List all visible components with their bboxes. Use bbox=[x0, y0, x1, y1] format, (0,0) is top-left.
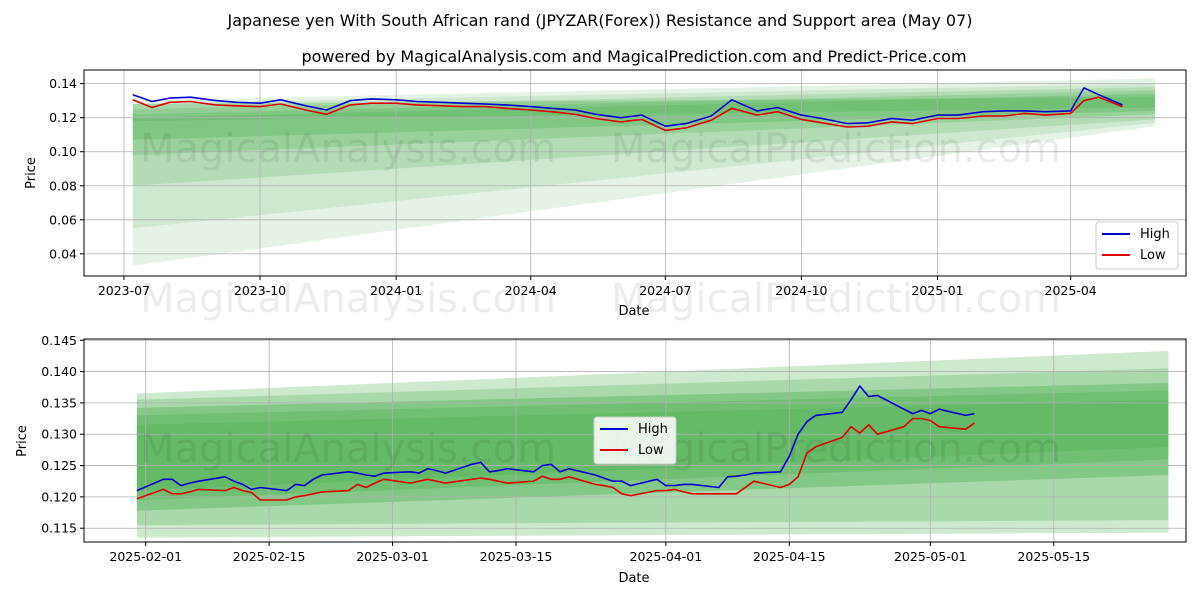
bottom-panel: MagicalAnalysis.com MagicalPrediction.co… bbox=[15, 333, 1187, 586]
top-xtick-label-6: 2025-01 bbox=[911, 283, 963, 298]
top-axes-frame bbox=[83, 69, 1187, 277]
bottom-ticks: 2025-02-01 2025-02-15 2025-03-01 2025-03-15… bbox=[41, 333, 1090, 564]
top-legend: High Low bbox=[1095, 221, 1179, 270]
top-legend-low: Low bbox=[1140, 248, 1166, 263]
top-panel: MagicalAnalysis.com MagicalPrediction.co… bbox=[24, 69, 1187, 319]
top-ytick-label-2: 0.08 bbox=[49, 178, 77, 193]
top-xlabel: Date bbox=[618, 304, 649, 319]
top-xtick-label-3: 2024-04 bbox=[505, 283, 557, 298]
top-xtick-label-0: 2023-07 bbox=[98, 283, 150, 298]
bot-series-low bbox=[136, 417, 975, 501]
top-ticks: 2023-07 2023-10 2024-01 2024-04 2024-07 2024-… bbox=[49, 76, 1097, 298]
bot-ytick-label-5: 0.140 bbox=[41, 364, 77, 379]
bottom-xlabel: Date bbox=[618, 571, 649, 586]
bottom-ylabel: Price bbox=[15, 425, 30, 457]
top-grid bbox=[84, 70, 1186, 276]
top-bands bbox=[132, 78, 1155, 266]
top-xtick-label-1: 2023-10 bbox=[234, 283, 286, 298]
bottom-legend-low: Low bbox=[638, 443, 664, 458]
top-band-3 bbox=[132, 90, 1155, 156]
bot-ytick-label-3: 0.130 bbox=[41, 427, 77, 442]
bot-ytick-label-1: 0.120 bbox=[41, 489, 77, 504]
top-series-high bbox=[132, 87, 1123, 127]
watermark-prediction-bottom: MagicalPrediction.com bbox=[611, 426, 1061, 472]
top-ytick-label-0: 0.04 bbox=[49, 246, 77, 261]
chart-title-line1: Japanese yen With South African rand (JP… bbox=[226, 11, 972, 30]
watermark-prediction-mid: MagicalPrediction.com bbox=[611, 276, 1061, 322]
bot-ytick-label-2: 0.125 bbox=[41, 458, 77, 473]
bot-xtick-label-7: 2025-05-15 bbox=[1017, 549, 1090, 564]
top-xtick-label-4: 2024-07 bbox=[639, 283, 691, 298]
bot-ytick-label-6: 0.145 bbox=[41, 333, 77, 348]
bot-xtick-label-6: 2025-05-01 bbox=[894, 549, 967, 564]
bottom-lines bbox=[136, 385, 975, 501]
bot-series-high bbox=[136, 385, 975, 492]
bot-xtick-label-5: 2025-04-15 bbox=[753, 549, 826, 564]
bot-xtick-label-3: 2025-03-15 bbox=[480, 549, 553, 564]
top-ytick-label-5: 0.14 bbox=[49, 76, 77, 91]
top-lines bbox=[132, 87, 1123, 132]
bot-xtick-label-0: 2025-02-01 bbox=[109, 549, 182, 564]
top-legend-high: High bbox=[1140, 227, 1170, 242]
top-ytick-label-4: 0.12 bbox=[49, 110, 77, 125]
top-xtick-label-5: 2024-10 bbox=[775, 283, 827, 298]
watermark-prediction-top: MagicalPrediction.com bbox=[611, 126, 1061, 172]
bottom-axes-frame bbox=[83, 338, 1187, 543]
bot-ytick-label-0: 0.115 bbox=[41, 521, 77, 536]
top-xtick-label-7: 2025-04 bbox=[1045, 283, 1097, 298]
bottom-grid bbox=[84, 339, 1186, 542]
top-series-low bbox=[132, 96, 1123, 132]
top-xtick-label-2: 2024-01 bbox=[370, 283, 422, 298]
top-band-2 bbox=[132, 87, 1155, 186]
bot-ytick-label-4: 0.135 bbox=[41, 395, 77, 410]
watermark-analysis-bottom: MagicalAnalysis.com bbox=[140, 426, 556, 472]
top-ytick-label-3: 0.10 bbox=[49, 144, 77, 159]
bottom-legend: High Low bbox=[593, 416, 677, 465]
watermark-analysis-mid: MagicalAnalysis.com bbox=[140, 276, 556, 322]
top-ylabel: Price bbox=[24, 157, 39, 189]
chart-title-line2: powered by MagicalAnalysis.com and Magic… bbox=[301, 47, 966, 66]
bot-xtick-label-2: 2025-03-01 bbox=[356, 549, 429, 564]
top-band-0 bbox=[132, 78, 1155, 266]
top-ytick-label-1: 0.06 bbox=[49, 212, 77, 227]
bottom-legend-high: High bbox=[638, 422, 668, 437]
bot-xtick-label-4: 2025-04-01 bbox=[630, 549, 703, 564]
bot-xtick-label-1: 2025-02-15 bbox=[233, 549, 306, 564]
watermark-analysis-top: MagicalAnalysis.com bbox=[140, 126, 556, 172]
